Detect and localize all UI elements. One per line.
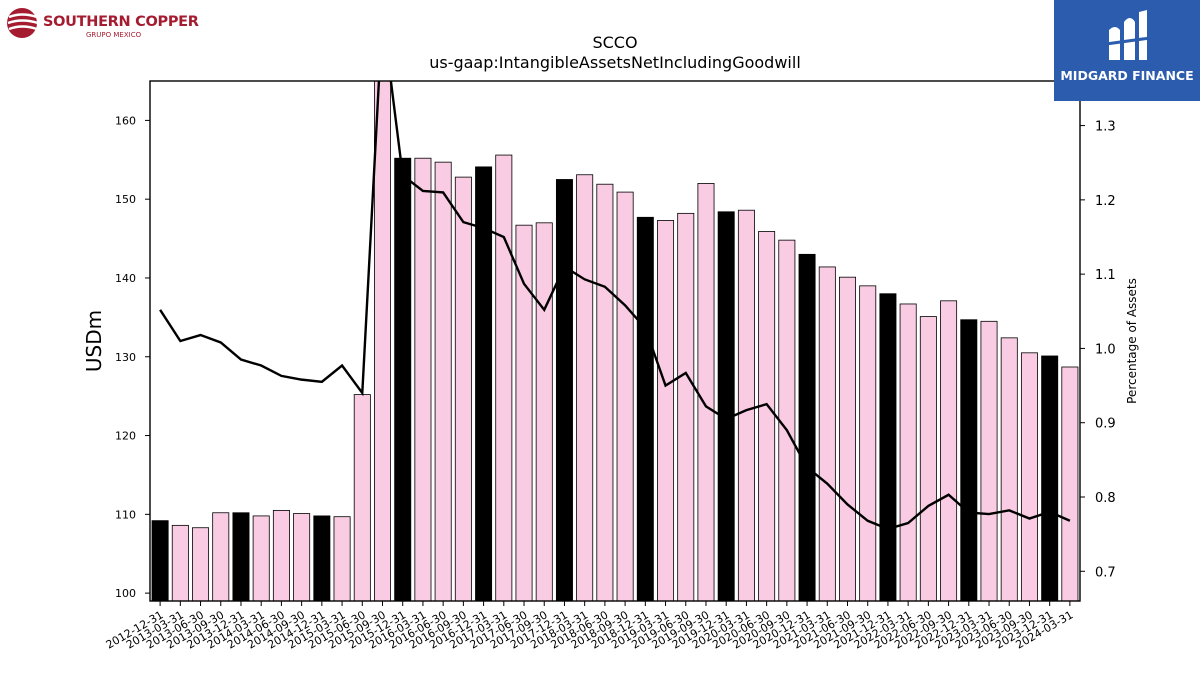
bar-2014-12-31 — [313, 515, 331, 601]
y2-tick-label: 0.7 — [1095, 565, 1116, 580]
y-axis-left: 100 110 120 130 140 150 160 — [115, 114, 150, 600]
bar-2020-09-30 — [778, 239, 796, 601]
bar-2022-09-30 — [940, 300, 958, 601]
bar-2024-03-31 — [1061, 366, 1079, 601]
x-axis: 2012-12-312013-03-312013-06-302013-09-30… — [104, 601, 1075, 652]
bar-2016-12-31 — [475, 166, 493, 601]
bar-2023-06-30 — [1000, 337, 1018, 601]
y2-tick-label: 1.0 — [1095, 342, 1116, 357]
y-tick-label: 150 — [115, 193, 136, 206]
bar-2015-03-31 — [333, 516, 351, 601]
y-tick-label: 110 — [115, 508, 136, 521]
bar-2013-06-30 — [192, 527, 210, 601]
bar-2016-06-30 — [434, 161, 452, 601]
bar-2013-12-31 — [232, 512, 250, 601]
bar-2018-06-30 — [596, 183, 614, 601]
bar-2014-06-30 — [272, 509, 290, 601]
y2-tick-label: 1.1 — [1095, 268, 1116, 283]
southern-copper-subtitle: GRUPO MEXICO — [86, 31, 142, 39]
bar-2015-12-31 — [394, 157, 412, 601]
bar-series — [151, 81, 1079, 601]
y2-tick-label: 0.9 — [1095, 417, 1116, 432]
y-tick-label: 130 — [115, 351, 136, 364]
bar-2020-03-31 — [737, 209, 755, 601]
y2-tick-label: 0.8 — [1095, 491, 1116, 506]
bar-2021-09-30 — [859, 285, 877, 601]
bar-2013-03-31 — [171, 524, 189, 601]
bar-2018-12-31 — [636, 216, 654, 601]
y2-tick-label: 1.3 — [1095, 120, 1116, 135]
bar-2017-06-30 — [515, 224, 533, 601]
bar-2019-09-30 — [697, 183, 715, 601]
bar-2018-03-31 — [576, 174, 594, 601]
y-tick-label: 160 — [115, 114, 136, 127]
bar-2018-09-30 — [616, 191, 634, 601]
bar-2021-06-30 — [839, 276, 856, 601]
southern-copper-emblem-icon — [7, 8, 39, 38]
bar-2021-03-31 — [818, 266, 836, 601]
bar-2019-03-31 — [657, 220, 675, 601]
bar-2023-09-30 — [1020, 352, 1038, 601]
southern-copper-logo: SOUTHERN COPPER GRUPO MEXICO — [6, 6, 199, 42]
bar-2023-12-31 — [1041, 355, 1059, 601]
y-tick-label: 100 — [115, 587, 136, 600]
bar-2014-09-30 — [293, 513, 311, 601]
bar-2017-03-31 — [495, 154, 513, 601]
y2-tick-label: 1.2 — [1095, 194, 1116, 209]
y-axis-right: 0.7 0.8 0.9 1.0 1.1 1.2 1.3 — [1080, 120, 1116, 580]
bar-2012-12-31 — [151, 520, 169, 601]
y-tick-label: 120 — [115, 430, 136, 443]
bar-2015-09-30 — [374, 81, 391, 601]
bar-2015-06-30 — [353, 394, 371, 601]
bar-2020-06-30 — [758, 231, 776, 601]
bar-2021-12-31 — [879, 293, 897, 601]
bar-2023-03-31 — [980, 320, 998, 601]
y-tick-label: 140 — [115, 272, 136, 285]
bar-2017-09-30 — [535, 222, 553, 601]
bar-2013-09-30 — [212, 512, 230, 601]
southern-copper-name: SOUTHERN COPPER — [43, 14, 199, 30]
bar-2022-06-30 — [919, 316, 937, 601]
midgard-emblem-icon — [1105, 10, 1151, 60]
midgard-finance-logo: MIDGARD FINANCE — [1054, 0, 1200, 101]
bar-2016-03-31 — [414, 157, 432, 601]
bar-2017-12-31 — [555, 179, 573, 601]
bar-2022-12-31 — [960, 319, 978, 601]
bar-2016-09-30 — [454, 176, 472, 601]
bar-2022-03-31 — [899, 303, 917, 601]
bar-2020-12-31 — [798, 253, 816, 601]
y2-axis-label: Percentage of Assets — [1125, 278, 1139, 404]
chart-title: SCCO — [592, 33, 637, 52]
bar-2019-12-31 — [717, 211, 735, 601]
midgard-finance-name: MIDGARD FINANCE — [1060, 68, 1194, 83]
percentage-line — [159, 81, 1071, 531]
y-axis-label: USDm — [82, 310, 106, 372]
chart-subtitle: us-gaap:IntangibleAssetsNetIncludingGood… — [429, 53, 801, 72]
plot-frame — [149, 80, 1081, 602]
bar-2014-03-31 — [252, 515, 270, 601]
bar-2019-06-30 — [677, 212, 695, 601]
